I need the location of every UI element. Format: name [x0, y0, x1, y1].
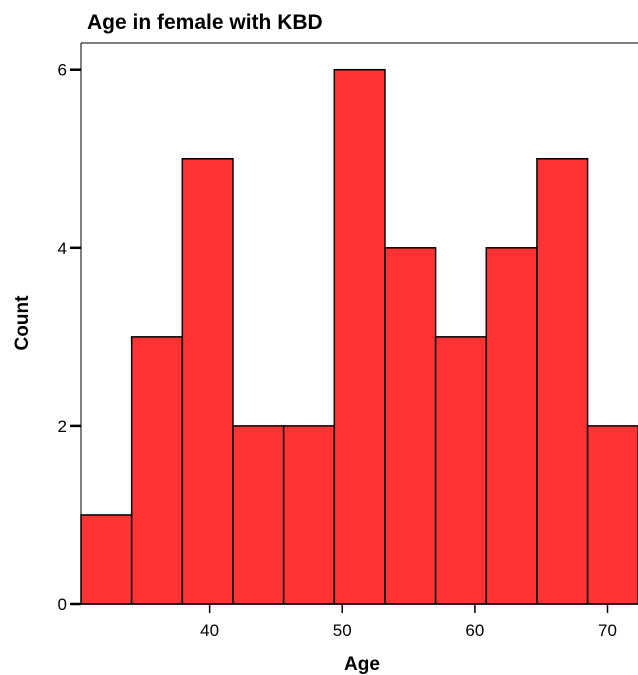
histogram-bar [130, 336, 184, 605]
histogram-bar [181, 158, 234, 605]
bars [80, 68, 638, 605]
chart-title: Age in female with KBD [87, 11, 323, 34]
histogram-bar [434, 336, 488, 605]
y-tick-label: 0 [58, 595, 67, 614]
x-tick-label: 40 [200, 621, 219, 640]
histogram-bar [232, 425, 285, 605]
x-axis-ticks: 40 50 60 70 [200, 604, 617, 640]
histogram-bar [586, 425, 638, 605]
histogram-bar [80, 514, 133, 605]
histogram-bar [333, 68, 386, 605]
y-axis-ticks: 0 2 4 6 [58, 61, 81, 614]
histogram-bar [384, 247, 437, 605]
y-tick-label: 4 [58, 239, 67, 258]
x-tick-label: 70 [598, 621, 617, 640]
x-axis-label: Age [344, 654, 380, 675]
x-tick-label: 60 [465, 621, 484, 640]
histogram-bar [485, 247, 538, 605]
y-tick-label: 2 [58, 417, 67, 436]
x-tick-label: 50 [333, 621, 352, 640]
y-axis-label: Count [12, 295, 33, 351]
y-tick-label: 6 [58, 61, 67, 80]
histogram-bar [282, 425, 336, 605]
histogram-bar [536, 158, 589, 605]
